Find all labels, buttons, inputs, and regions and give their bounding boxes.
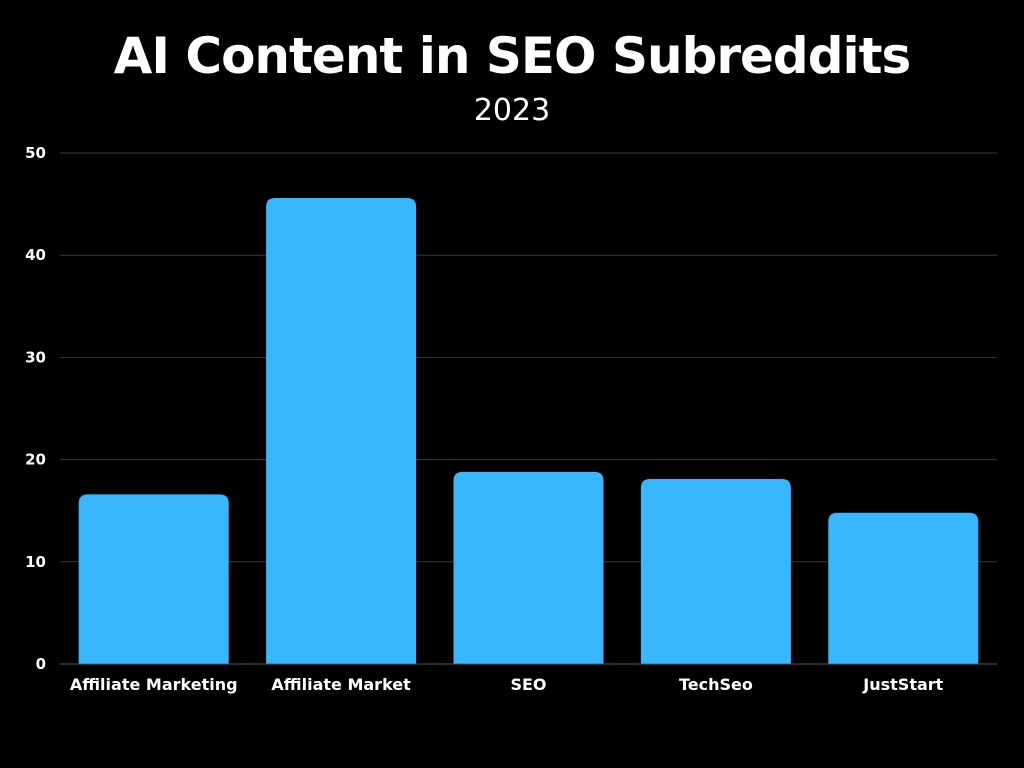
y-tick-label: 50 xyxy=(25,144,46,162)
y-tick-label: 30 xyxy=(25,348,46,366)
y-tick-label: 10 xyxy=(25,553,46,571)
x-category-label: TechSeo xyxy=(679,675,753,694)
chart-title: AI Content in SEO Subreddits xyxy=(113,27,912,85)
bar-juststart xyxy=(828,512,979,664)
bars xyxy=(78,197,979,664)
bar-techseo xyxy=(640,479,791,664)
x-category-label: JustStart xyxy=(862,675,943,694)
chart-subtitle: 2023 xyxy=(473,93,551,128)
bar-affiliate-marketing xyxy=(78,494,229,664)
y-axis-ticks: 0 10 20 30 40 50 xyxy=(25,144,46,673)
x-category-label: Affiliate Marketing xyxy=(70,675,238,694)
x-axis-labels: Affiliate Marketing Affiliate Market SEO Te… xyxy=(70,675,944,694)
bar-seo xyxy=(453,471,604,664)
y-tick-label: 20 xyxy=(25,451,46,469)
x-category-label: Affiliate Market xyxy=(271,675,411,694)
bar-affiliate-market xyxy=(266,197,417,664)
y-tick-label: 40 xyxy=(25,246,46,264)
y-tick-label: 0 xyxy=(36,655,46,673)
x-category-label: SEO xyxy=(510,675,546,694)
